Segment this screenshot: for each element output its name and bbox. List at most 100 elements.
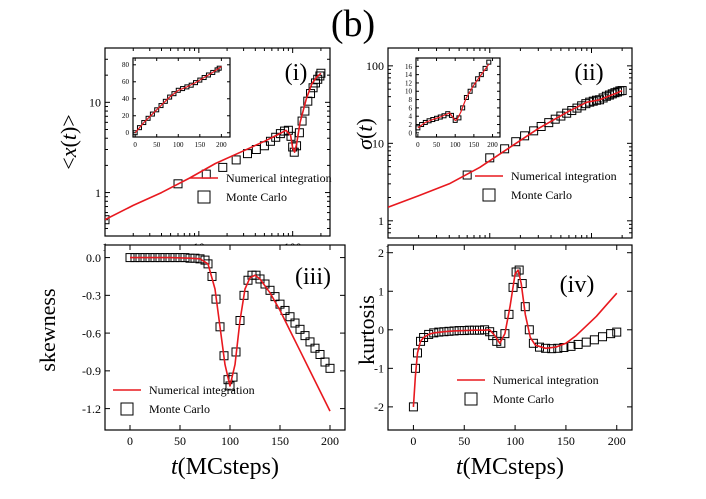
panel-i-mc-marker	[231, 155, 241, 165]
panel-ii-mc-marker	[550, 114, 560, 124]
panel-iii-xlabel-t: t	[171, 454, 179, 480]
panel-iv-legend-numerical: Numerical integration	[493, 373, 599, 387]
panel-ii: 1101001101000501001502000246810121416(ii…	[352, 47, 633, 256]
panel-ii-data	[388, 86, 627, 208]
panel-iv-x-tick-label: 200	[608, 434, 626, 448]
panel-iii-mc-marker	[280, 305, 290, 315]
panel-ii-inset-numerical-line	[417, 63, 490, 129]
panel-iii-y-tick-label: -0.6	[82, 326, 101, 340]
panel-iv-y-tick-label: 0	[378, 323, 384, 337]
panel-i-ylabel-paren: (	[56, 140, 81, 147]
panel-i-inset-mc-marker	[167, 94, 173, 100]
panel-iii: 0 50 100 150 200 0.0 -0.3 -0.6 -0.9 -1.2 (iii) skew…	[35, 244, 346, 480]
panel-ii-inset-mc-marker	[463, 95, 469, 100]
panel-ii-inset-y-tick-label: 0	[409, 129, 413, 137]
panel-i-inset-x-tick-label: 100	[173, 141, 184, 149]
panel-iii-mc-marker	[295, 324, 305, 334]
panel-i-inset-mc-marker	[158, 103, 164, 109]
panel-i-mc-marker	[218, 162, 228, 172]
panel-ii-inset-frame	[415, 57, 501, 138]
panel-i-inset-x-tick-label: 200	[216, 141, 227, 149]
panel-iii-xlabel: t(MCsteps)	[171, 454, 279, 480]
panel-i-ylabel-close: )>	[56, 114, 81, 134]
panel-ii-label: (ii)	[574, 60, 603, 86]
panel-iv-mc-marker	[419, 333, 429, 342]
panel-iv-x-tick-label: 50	[458, 434, 470, 448]
panel-i-ylabel: <x(t)>	[56, 114, 81, 169]
panel-i-mc-marker	[316, 68, 326, 78]
panel-ii-ylabel-close: )	[352, 118, 377, 125]
panel-ii-mc-marker	[562, 108, 572, 118]
panel-iv-mc-marker	[496, 338, 506, 348]
panel-i-inset-numerical-line	[134, 66, 222, 134]
panel-i-ylabel-t: t	[56, 133, 81, 140]
panel-iv-label: (iv)	[560, 272, 595, 298]
panel-i-inset: 0 50 100 150 200 0 20 40 60 80	[122, 57, 231, 149]
panel-i-inset-mc-marker	[162, 98, 168, 104]
panel-iv-y-tick-label: 2	[378, 246, 384, 260]
panel-i-inset-mc-marker	[149, 111, 155, 117]
panel-ii-inset-y-tick-label: 6	[409, 104, 413, 112]
panel-ii-mc-marker	[567, 106, 577, 116]
panel-iii-y-tick-label: -1.2	[82, 402, 101, 416]
panel-i-mc-marker	[105, 215, 110, 225]
panel-ii-ylabel: σ(t)	[352, 118, 377, 150]
panel-iii-mc-marker	[315, 349, 325, 359]
panel-iii-mc-marker	[285, 312, 295, 322]
panel-iii-legend-marker-swatch	[120, 402, 134, 416]
panel-i-inset-mc-marker	[154, 107, 160, 113]
panel-ii-inset-y-tick-label: 8	[409, 96, 413, 104]
panel-i-y-tick-label: 10	[89, 96, 101, 110]
panel-ii-mc-marker	[556, 111, 566, 121]
panel-ii-inset-y-tick-label: 12	[405, 79, 413, 87]
panel-ii-inset-x-tick-label: 200	[487, 141, 498, 149]
panel-i-inset-mc-marker	[141, 120, 147, 126]
panel-i-inset-y-tick-label: 0	[126, 129, 130, 137]
panel-iv-x-tick-label: 0	[410, 434, 416, 448]
panel-iii-legend: Numerical integration Monte Carlo	[113, 383, 255, 416]
panel-i-mc-marker	[289, 147, 299, 157]
panel-iii-x-tick-label: 200	[321, 434, 339, 448]
panel-iii-mc-marker	[290, 318, 300, 328]
panel-iv-frame	[387, 244, 633, 431]
panel-iii-numerical-line	[130, 256, 331, 412]
panel-ii-mc-marker	[598, 93, 608, 103]
panel-iv-y-tick-label: -1	[374, 362, 384, 376]
panel-iii-x-tick-label: 150	[271, 434, 289, 448]
panel-i-inset-mc-marker	[145, 115, 151, 121]
panel-iv-mc-marker	[566, 341, 576, 351]
panel-i-data	[105, 68, 326, 225]
panel-i-inset-x-tick-label: 0	[133, 141, 137, 149]
panel-iv-mc-marker	[606, 329, 616, 339]
panel-ii-mc-marker	[544, 118, 554, 128]
panel-iii-x-tick-label: 100	[221, 434, 239, 448]
panel-ii-inset-y-tick-label: 16	[405, 63, 413, 71]
panel-iii-mc-marker	[300, 331, 310, 341]
panel-ii-inset-mc-marker	[478, 72, 484, 78]
panel-iv-mc-marker	[424, 329, 434, 339]
panel-ii-y-tick-label: 1	[378, 214, 384, 228]
panel-i-legend: Numerical integration Monte Carlo	[190, 171, 332, 204]
panel-ii-inset-mc-marker	[471, 82, 477, 88]
panel-ii-inset-mc-marker	[486, 59, 492, 65]
panel-i-inset-mc-marker	[136, 125, 142, 131]
panel-ii-inset-y-tick-label: 14	[405, 71, 413, 79]
panel-iii-xlabel-rest: (MCsteps)	[178, 454, 279, 480]
panel-iii-x-tick-label: 0	[127, 434, 133, 448]
panel-iv-ylabel: kurtosis	[354, 295, 379, 365]
panel-ii-y-tick-label: 100	[366, 59, 384, 73]
panel-iii-mc-marker	[225, 381, 235, 391]
panel-i-inset-mc-marker	[205, 72, 211, 78]
panel-ii-inset-y-tick-label: 4	[409, 113, 413, 121]
panel-iii-mc-marker	[320, 357, 330, 367]
panel-i-ylabel-var: x	[56, 147, 81, 158]
panel-iv-y-tick-label: -2	[374, 400, 384, 414]
panel-ii-y-tick-label: 10	[372, 137, 384, 151]
panel-i-y-tick-label: 1	[95, 186, 101, 200]
panel-i-inset-mc-marker	[171, 91, 177, 97]
panel-i-inset-x-tick-label: 150	[195, 141, 206, 149]
panel-iii-mc-marker	[260, 279, 270, 289]
panel-ii-inset-x-tick-label: 100	[450, 141, 461, 149]
panel-iv-x-tick-label: 100	[506, 434, 524, 448]
panel-i-inset-mc-marker	[197, 77, 203, 83]
